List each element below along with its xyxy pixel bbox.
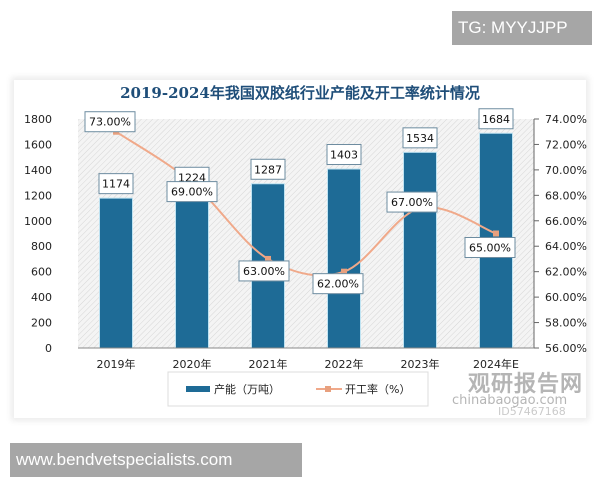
line-marker [341,268,347,275]
watermark-tag-bottom: www.bendvetspecialists.com [10,443,302,477]
x-tick-label: 2019年 [97,357,136,371]
line-value-label: 69.00% [171,186,213,199]
right-tick-label: 72.00% [545,138,587,151]
plot-area [78,119,534,348]
bar [100,198,132,348]
chart-title: 2019-2024年我国双胶纸行业产能及开工率统计情况 [120,84,480,102]
line-data-labels: 73.00% 69.00% 63.00% 62.00% 67.00% 65.00% [84,111,516,295]
bar [404,152,436,348]
left-tick-label: 1600 [24,138,52,151]
bar [176,192,208,348]
right-tick-label: 58.00% [545,317,587,330]
left-tick-label: 600 [31,266,52,279]
left-tick-label: 200 [31,317,52,330]
right-tick-label: 66.00% [545,215,587,228]
x-tick-label: 2021年 [249,357,288,371]
bar-value-label: 1684 [482,113,510,126]
right-tick-label: 68.00% [545,189,587,202]
x-tick-label: 2023年 [401,357,440,371]
line-label-box [386,191,438,213]
line-label-box [312,273,364,295]
left-tick-label: 1200 [24,189,52,202]
right-tick-label: 70.00% [545,164,587,177]
left-tick-label: 1000 [24,215,52,228]
left-axis: 0 200 400 600 800 1000 1200 1400 1600 1800 [24,113,52,355]
right-tick-label: 62.00% [545,266,587,279]
bar-value-label: 1224 [178,171,206,184]
watermark-image-id: ID57467168 [498,405,566,418]
bar-value-label: 1174 [102,178,130,191]
right-tick-label: 56.00% [545,342,587,355]
x-tick-label: 2020年 [173,357,212,371]
line-label-box [464,237,516,258]
bar-value-label: 1403 [330,149,358,162]
line-marker [265,255,271,262]
line-value-label: 63.00% [243,265,285,278]
legend-bar-swatch [186,386,210,392]
left-tick-label: 1400 [24,164,52,177]
line-label-box [166,181,218,203]
bar-label-box [478,108,514,130]
right-tick-label: 60.00% [545,291,587,304]
bar-label-box [98,173,134,195]
line-label-box [84,111,136,133]
line-value-label: 62.00% [317,278,359,291]
legend: 产能（万吨） 开工率（%） [167,371,429,407]
watermark-brand-en: chinabaogao.com [452,393,568,408]
x-axis: 2019年 2020年 2021年 2022年 2023年 2024年E [97,357,520,371]
line-marker [493,230,499,237]
legend-line-label: 开工率（%） [345,382,410,396]
right-axis: 56.00% 58.00% 60.00% 62.00% 64.00% 66.00% 68.0… [533,113,587,355]
legend-bar-label: 产能（万吨） [214,382,280,396]
bar [328,169,360,348]
right-tick-label: 64.00% [545,240,587,253]
bar-data-labels: 1174 1224 1287 1403 1534 1684 [98,108,514,195]
left-tick-label: 1800 [24,113,52,126]
left-tick-label: 0 [45,342,52,355]
legend-line-marker-icon [325,386,331,392]
bar-label-box [326,144,362,166]
x-tick-label: 2022年 [325,357,364,371]
line-label-box [238,260,290,282]
right-tick-label: 74.00% [545,113,587,126]
line-value-label: 73.00% [89,116,131,129]
bar-value-label: 1534 [406,132,434,145]
watermark-tag-top: TG: MYYJJPP [452,11,592,45]
x-tick-label: 2024年E [473,357,519,371]
watermark-brand-cn: 观研报告网 [468,372,584,397]
left-tick-label: 800 [31,240,52,253]
bar-value-label: 1287 [254,163,282,176]
bar-label-box [250,158,286,180]
line-value-label: 65.00% [469,242,511,255]
line-value-label: 67.00% [391,196,433,209]
bar-label-box [402,127,438,149]
left-tick-label: 400 [31,291,52,304]
